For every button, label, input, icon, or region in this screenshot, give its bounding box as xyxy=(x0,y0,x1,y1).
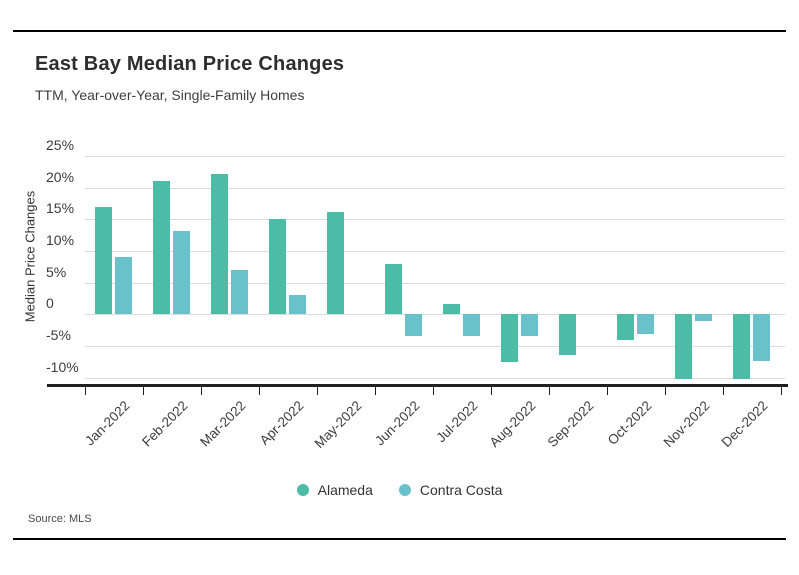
y-tick-label-0: 0 xyxy=(46,295,54,312)
bar-alameda-mar-2022[interactable] xyxy=(211,173,228,315)
x-tick-1 xyxy=(142,387,144,395)
x-label-oct-2022: Oct-2022 xyxy=(604,398,655,448)
legend-item-contra-costa: Contra Costa xyxy=(398,482,503,498)
source-note: Source: MLS xyxy=(28,513,92,525)
x-axis-line xyxy=(47,384,788,387)
x-label-feb-2022: Feb-2022 xyxy=(139,398,191,450)
legend-item-alameda: Alameda xyxy=(296,482,373,498)
bar-alameda-nov-2022[interactable] xyxy=(675,314,692,379)
top-rule xyxy=(13,30,786,32)
x-tick-5 xyxy=(374,387,376,395)
x-tick-6 xyxy=(432,387,434,395)
y-gridline--5 xyxy=(85,345,785,347)
x-tick-9 xyxy=(606,387,608,395)
y-gridline-5 xyxy=(85,282,785,284)
y-gridline-0 xyxy=(85,314,785,316)
bar-alameda-may-2022[interactable] xyxy=(327,211,344,315)
bar-contra-costa-dec-2022[interactable] xyxy=(752,314,770,362)
bar-contra-costa-oct-2022[interactable] xyxy=(636,314,654,335)
x-label-aug-2022: Aug-2022 xyxy=(486,398,539,451)
x-label-jan-2022: Jan-2022 xyxy=(82,398,133,449)
bar-contra-costa-jan-2022[interactable] xyxy=(114,257,132,315)
x-label-may-2022: May-2022 xyxy=(311,398,365,452)
bar-alameda-jul-2022[interactable] xyxy=(443,303,460,315)
bar-alameda-aug-2022[interactable] xyxy=(501,314,518,362)
bar-alameda-oct-2022[interactable] xyxy=(617,314,634,341)
x-label-mar-2022: Mar-2022 xyxy=(197,398,249,450)
bar-alameda-sep-2022[interactable] xyxy=(559,314,576,355)
y-gridline-10 xyxy=(85,251,785,252)
legend-label-contra-costa: Contra Costa xyxy=(419,482,503,498)
bar-contra-costa-apr-2022[interactable] xyxy=(288,295,306,315)
x-label-dec-2022: Dec-2022 xyxy=(718,398,771,451)
y-tick-label-25: 25% xyxy=(46,137,75,154)
bar-contra-costa-feb-2022[interactable] xyxy=(172,230,190,315)
x-tick-0 xyxy=(84,387,86,395)
bar-contra-costa-mar-2022[interactable] xyxy=(230,270,248,315)
legend-label-alameda: Alameda xyxy=(317,482,373,498)
y-gridline-25 xyxy=(85,156,785,158)
x-tick-7 xyxy=(490,387,492,395)
x-tick-4 xyxy=(316,387,318,395)
x-tick-2 xyxy=(200,387,202,395)
x-label-jul-2022: Jul-2022 xyxy=(433,398,481,446)
y-gridline-20 xyxy=(85,187,785,189)
legend: Alameda Contra Costa xyxy=(0,482,799,498)
bar-alameda-dec-2022[interactable] xyxy=(733,314,750,379)
chart-subtitle: TTM, Year-over-Year, Single-Family Homes xyxy=(35,87,305,103)
alameda-series-dot-icon xyxy=(296,484,309,496)
bottom-rule xyxy=(13,538,786,540)
x-tick-10 xyxy=(664,387,666,395)
x-label-jun-2022: Jun-2022 xyxy=(372,398,423,449)
x-tick-8 xyxy=(548,387,550,395)
x-label-nov-2022: Nov-2022 xyxy=(660,398,713,451)
x-tick-3 xyxy=(258,387,260,395)
y-tick-label-10: 10% xyxy=(46,232,75,248)
y-tick-label-5: 5% xyxy=(46,263,67,280)
x-label-sep-2022: Sep-2022 xyxy=(544,398,597,451)
bar-alameda-apr-2022[interactable] xyxy=(269,219,286,315)
bar-contra-costa-aug-2022[interactable] xyxy=(520,314,538,336)
bar-contra-costa-jun-2022[interactable] xyxy=(404,314,422,336)
bar-alameda-feb-2022[interactable] xyxy=(153,180,170,315)
y-tick-label-15: 15% xyxy=(46,200,75,217)
x-tick-12 xyxy=(780,387,782,395)
chart-title: East Bay Median Price Changes xyxy=(35,53,345,75)
x-tick-11 xyxy=(722,387,724,395)
y-gridline--10 xyxy=(85,377,785,379)
y-tick-label--5: -5% xyxy=(46,326,71,343)
bar-contra-costa-nov-2022[interactable] xyxy=(694,314,712,321)
y-gridline-15 xyxy=(85,219,785,221)
y-axis-title: Median Price Changes xyxy=(22,190,38,323)
y-tick-label--10: -10% xyxy=(46,358,79,375)
x-label-apr-2022: Apr-2022 xyxy=(256,398,307,448)
y-tick-label-20: 20% xyxy=(46,168,75,185)
bar-alameda-jun-2022[interactable] xyxy=(385,264,402,315)
bar-alameda-jan-2022[interactable] xyxy=(95,206,112,315)
bar-contra-costa-jul-2022[interactable] xyxy=(462,314,480,336)
contra-costa-series-dot-icon xyxy=(398,484,411,496)
